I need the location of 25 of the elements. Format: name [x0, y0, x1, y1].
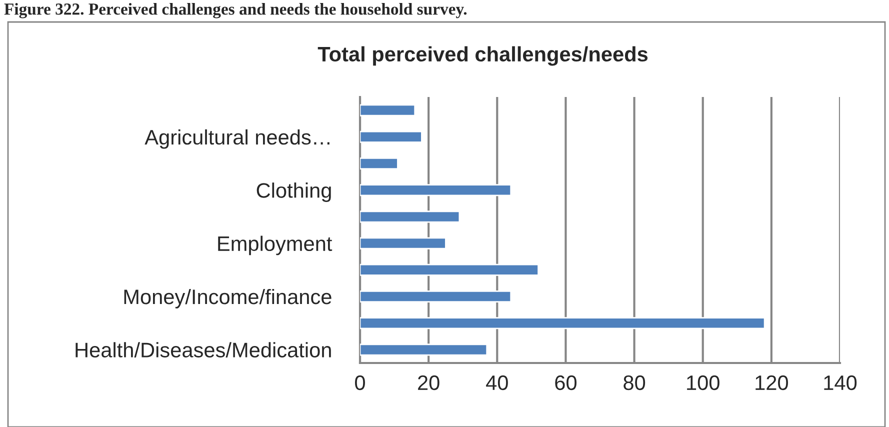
x-tick-label: 100: [687, 375, 720, 390]
x-tick-label: 80: [624, 375, 646, 390]
x-tick-label: 20: [418, 375, 440, 390]
bar: [360, 237, 446, 250]
x-tick-label: 0: [355, 375, 365, 390]
y-tick-label: Employment: [218, 236, 332, 256]
x-tick-label: 140: [824, 375, 857, 390]
bar: [360, 344, 488, 356]
bar: [360, 130, 422, 143]
chart-title: Total perceived challenges/needs: [318, 46, 648, 66]
x-tick-label: 60: [555, 375, 576, 390]
bar: [360, 290, 512, 303]
y-tick-label: Money/Income/finance: [124, 288, 332, 308]
y-tick-label: Health/Diseases/Medication: [76, 342, 331, 358]
x-tick-label: 120: [756, 375, 788, 390]
y-tick-label: Agricultural needs…: [144, 129, 330, 149]
y-tick-label: Clothing: [256, 182, 331, 202]
x-tick-label: 40: [486, 375, 508, 390]
bar: [360, 104, 416, 116]
bar: [360, 317, 766, 330]
caption: Figure 322. Perceived challenges and needs the household survey.: [4, 3, 467, 18]
bar: [360, 157, 398, 170]
bar: [360, 264, 539, 276]
bar: [360, 210, 460, 223]
bar: [360, 184, 512, 196]
